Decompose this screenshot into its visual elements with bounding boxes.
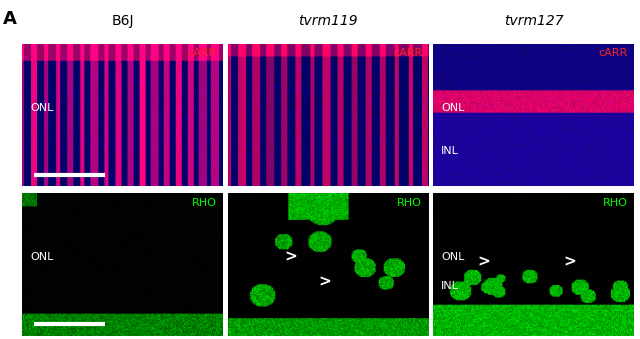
- Text: RHO: RHO: [603, 198, 628, 207]
- Text: ONL: ONL: [31, 252, 54, 262]
- Text: cARR: cARR: [188, 48, 217, 58]
- Text: cARR: cARR: [393, 48, 422, 58]
- Text: A: A: [3, 10, 17, 28]
- Text: cARR: cARR: [598, 48, 628, 58]
- Text: >: >: [563, 254, 576, 269]
- Text: >: >: [284, 250, 297, 265]
- Text: tvrm119: tvrm119: [298, 14, 358, 27]
- Text: INL: INL: [442, 146, 459, 156]
- Text: ONL: ONL: [442, 252, 465, 262]
- Text: >: >: [477, 254, 490, 269]
- Text: RHO: RHO: [397, 198, 422, 207]
- Text: tvrm127: tvrm127: [504, 14, 563, 27]
- Text: RHO: RHO: [192, 198, 217, 207]
- Text: B6J: B6J: [111, 14, 134, 27]
- Text: >: >: [318, 274, 331, 289]
- Text: ONL: ONL: [442, 103, 465, 113]
- Text: ONL: ONL: [31, 103, 54, 113]
- Text: INL: INL: [442, 281, 459, 291]
